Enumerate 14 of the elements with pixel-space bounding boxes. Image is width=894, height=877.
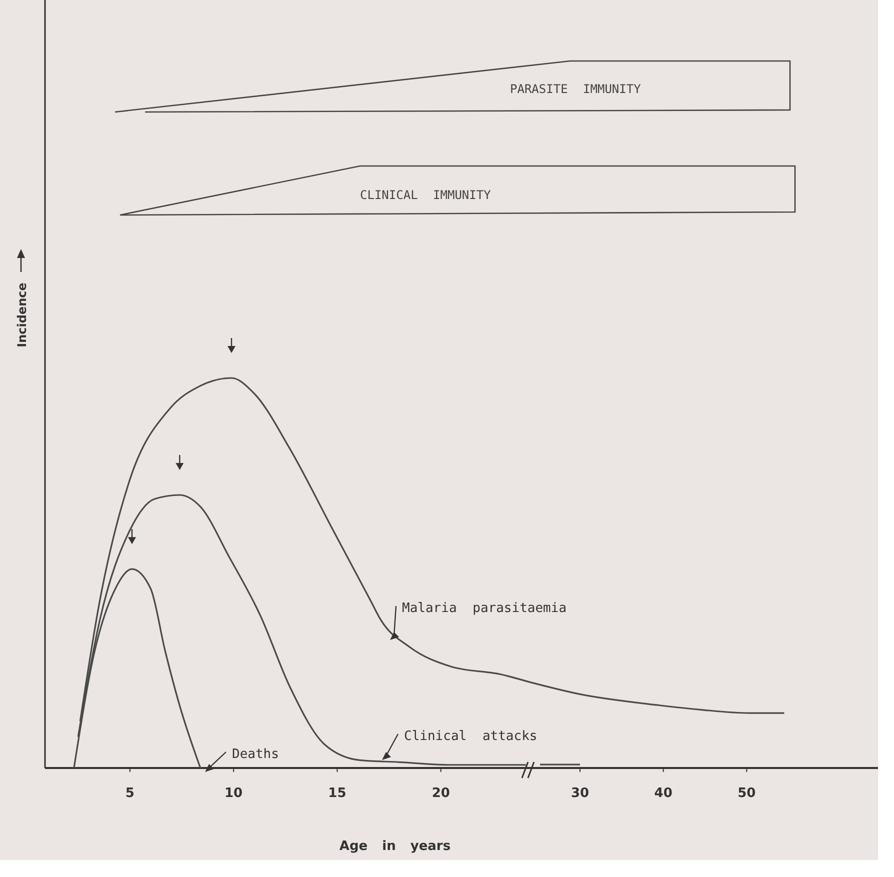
x-tick-label: 15 [328, 786, 346, 801]
x-tick-label: 30 [570, 786, 590, 801]
text: CLINICAL IMMUNITY [360, 188, 492, 202]
x-tick-label: 20 [432, 786, 450, 801]
x-axis-title: Age in years [339, 839, 451, 854]
x-tick-label: 10 [224, 786, 243, 801]
series-label: Malaria parasitaemia [402, 601, 567, 616]
text: PARASITE IMMUNITY [510, 82, 642, 96]
x-tick-label: 40 [654, 786, 672, 801]
series-label: Clinical attacks [404, 729, 538, 744]
x-tick-label: 50 [738, 786, 756, 801]
x-tick-label: 5 [125, 786, 134, 801]
text: Deaths [232, 747, 279, 762]
y-axis-title: Incidence [15, 282, 29, 348]
